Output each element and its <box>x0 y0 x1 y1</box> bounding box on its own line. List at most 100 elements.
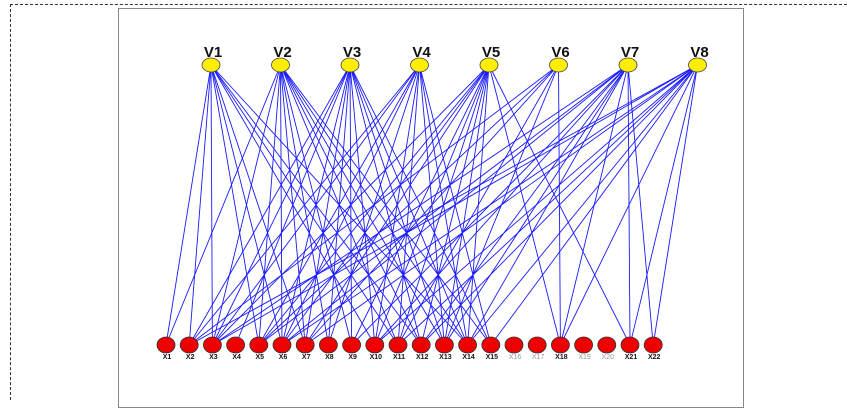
node-label-v7: V7 <box>621 44 639 61</box>
node-x3 <box>202 336 222 354</box>
edge-v1-x1 <box>165 64 212 346</box>
outer-frame-left-border <box>10 4 11 400</box>
edge-v7-x12 <box>420 64 629 346</box>
node-x19 <box>574 336 593 354</box>
outer-frame-top-border <box>10 4 847 5</box>
node-v2 <box>271 57 290 73</box>
node-label-x6: X6 <box>279 354 288 361</box>
edge-v8-x22 <box>652 64 698 346</box>
node-x7 <box>295 336 315 354</box>
edge-v1-x7 <box>210 64 306 346</box>
node-label-x14: X14 <box>462 354 475 361</box>
node-x17 <box>527 336 547 354</box>
node-label-x3: X3 <box>209 354 218 361</box>
edge-v4-x5 <box>258 64 420 346</box>
node-label-x4: X4 <box>232 354 241 361</box>
edge-v6-x5 <box>258 64 559 346</box>
node-x22 <box>643 336 663 354</box>
edge-v2-x3 <box>211 64 281 346</box>
edge-v4-x3 <box>212 64 420 346</box>
node-x2 <box>179 336 199 354</box>
edge-v8-x15 <box>490 64 698 346</box>
node-label-x5: X5 <box>256 354 265 361</box>
node-label-x18: X18 <box>555 354 568 361</box>
node-label-v5: V5 <box>482 44 500 61</box>
node-label-v8: V8 <box>690 44 708 61</box>
node-x4 <box>226 336 246 354</box>
edge-v3-x2 <box>188 64 351 346</box>
edge-v8-x2 <box>188 64 698 346</box>
node-x18 <box>551 336 570 354</box>
edge-v1-x2 <box>188 64 212 346</box>
edge-v8-x7 <box>304 64 698 346</box>
edge-v5-x7 <box>304 64 490 346</box>
node-label-x1: X1 <box>163 354 172 361</box>
edge-v6-x11 <box>397 64 559 346</box>
node-label-x21: X21 <box>625 354 638 361</box>
node-x13 <box>434 336 454 354</box>
node-label-x2: X2 <box>186 354 195 361</box>
edge-v3-x7 <box>304 64 351 346</box>
node-v1 <box>201 57 221 73</box>
node-x16 <box>504 336 524 354</box>
edge-v3-x4 <box>235 64 351 346</box>
node-x1 <box>156 336 176 354</box>
node-label-v2: V2 <box>273 44 291 61</box>
node-label-x7: X7 <box>302 354 311 361</box>
node-label-x17: X17 <box>532 354 545 361</box>
edge-v1-x5 <box>210 64 260 346</box>
node-x12 <box>411 336 431 354</box>
node-x8 <box>318 336 338 354</box>
node-x9 <box>342 336 362 354</box>
node-x5 <box>249 336 269 354</box>
edge-v8-x18 <box>559 64 698 346</box>
node-label-x15: X15 <box>486 354 499 361</box>
node-label-x20: X20 <box>602 354 615 361</box>
node-label-v4: V4 <box>412 44 431 61</box>
edge-v6-x7 <box>304 64 559 346</box>
edge-v8-x12 <box>420 64 698 346</box>
node-label-v3: V3 <box>343 44 361 61</box>
node-label-x16: X16 <box>509 354 522 361</box>
node-v5 <box>479 57 499 73</box>
node-x21 <box>620 336 640 354</box>
edge-v8-x3 <box>212 64 698 346</box>
node-x14 <box>458 336 478 354</box>
edge-layer <box>165 64 698 346</box>
node-label-x10: X10 <box>370 354 383 361</box>
top-node-layer: V1 V2 V3 V4 V5 V6 V7 V8 <box>201 44 709 73</box>
node-label-x9: X9 <box>348 354 357 361</box>
node-v3 <box>340 57 360 73</box>
node-x15 <box>481 336 501 354</box>
node-label-x22: X22 <box>648 354 661 361</box>
edge-v7-x3 <box>212 64 629 346</box>
edge-v3-x3 <box>211 64 351 346</box>
node-x20 <box>597 336 617 354</box>
edge-v8-x11 <box>397 64 698 346</box>
node-x11 <box>388 336 408 354</box>
edge-v5-x6 <box>281 64 490 346</box>
node-v7 <box>618 57 638 73</box>
node-label-v1: V1 <box>204 44 222 61</box>
edge-v8-x10 <box>374 64 698 346</box>
edge-v8-x6 <box>281 64 698 346</box>
edge-v2-x1 <box>165 64 281 346</box>
node-v4 <box>410 57 429 73</box>
node-x10 <box>365 336 385 354</box>
node-label-x13: X13 <box>439 354 452 361</box>
node-v6 <box>549 57 568 73</box>
node-label-x8: X8 <box>325 354 334 361</box>
edge-v5-x13 <box>443 64 490 346</box>
node-label-x12: X12 <box>416 354 429 361</box>
edge-v4-x2 <box>188 64 420 346</box>
node-label-x19: X19 <box>578 354 591 361</box>
edge-v1-x3 <box>210 64 213 346</box>
edge-v8-x14 <box>467 64 698 346</box>
edge-v8-x21 <box>629 64 698 346</box>
node-x6 <box>272 336 292 354</box>
edge-v6-x2 <box>188 64 559 346</box>
node-v8 <box>688 57 707 73</box>
node-label-x11: X11 <box>393 354 405 361</box>
node-label-v6: V6 <box>551 44 569 61</box>
